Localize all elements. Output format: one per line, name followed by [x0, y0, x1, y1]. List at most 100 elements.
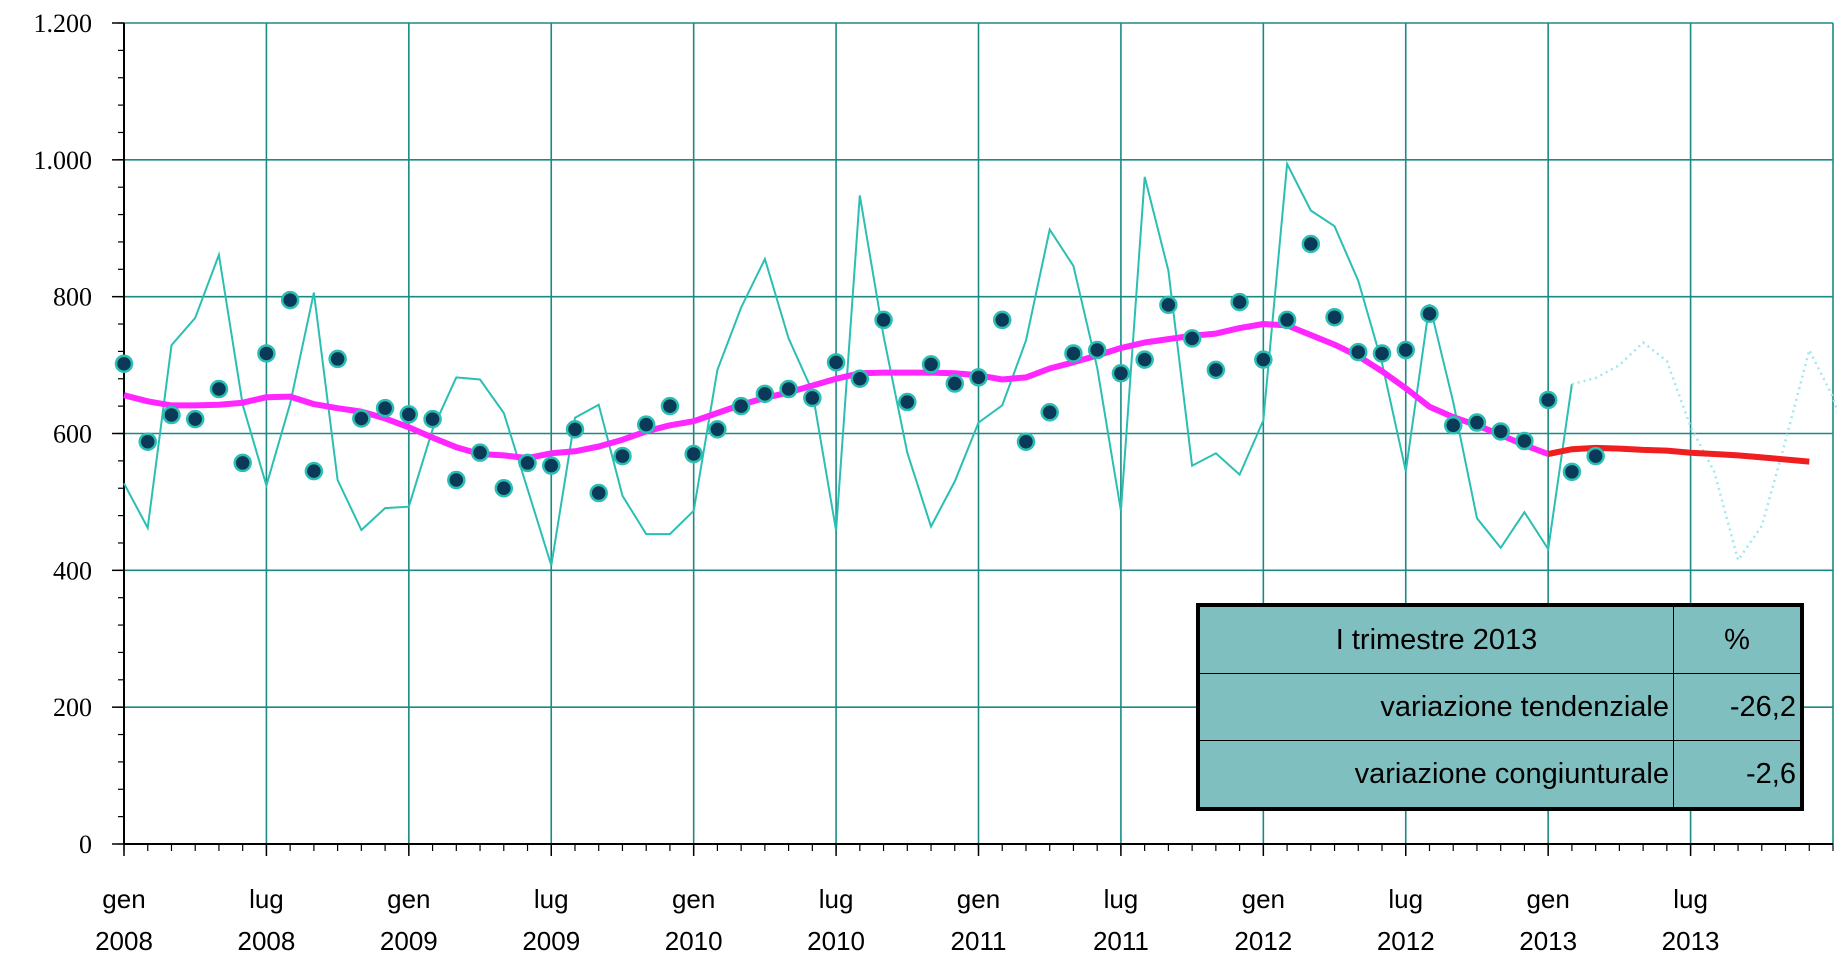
y-tick-label: 0	[79, 830, 92, 859]
seasonally-adjusted-point	[162, 405, 181, 425]
x-tick-label-year: 2009	[522, 926, 580, 956]
seasonally-adjusted-point	[1254, 350, 1273, 369]
tick-labels: 0 200 400 600 800 1.000 1.200 gen 2008 lug 2008 gen…	[34, 9, 1720, 956]
x-tick-label-month: gen	[387, 884, 430, 914]
stats-row-tendenziale: variazione tendenziale -26,2	[1197, 673, 1803, 741]
seasonally-adjusted-point	[1515, 431, 1534, 451]
seasonally-adjusted-point	[945, 374, 965, 393]
x-tick-label-month: lug	[1388, 884, 1423, 914]
raw-series-line	[123, 160, 1573, 566]
stats-header-row: I trimestre 2013 %	[1197, 604, 1803, 674]
seasonally-adjusted-point	[684, 444, 703, 464]
x-tick-label-month: lug	[819, 884, 854, 914]
seasonally-adjusted-point	[1301, 234, 1321, 254]
seasonally-adjusted-point	[779, 379, 798, 399]
seasonally-adjusted-point	[1206, 360, 1226, 380]
seasonally-adjusted-point	[898, 392, 917, 412]
x-tick-label-month: gen	[102, 884, 145, 914]
x-tick-label-year: 2010	[665, 926, 723, 956]
seasonally-adjusted-point	[1562, 462, 1582, 482]
seasonally-adjusted-point	[660, 396, 680, 416]
series-layer	[114, 160, 1837, 566]
seasonally-adjusted-point	[731, 396, 751, 416]
seasonally-adjusted-point	[328, 349, 347, 369]
seasonally-adjusted-point	[494, 478, 514, 498]
seasonally-adjusted-point	[708, 420, 727, 439]
seasonally-adjusted-point	[375, 398, 395, 418]
seasonally-adjusted-point	[969, 368, 988, 387]
seasonally-adjusted-point	[1443, 416, 1463, 435]
seasonally-adjusted-point	[447, 470, 466, 490]
x-tick-label-month: gen	[1242, 884, 1285, 914]
x-tick-label-month: lug	[1104, 884, 1139, 914]
seasonally-adjusted-point	[1230, 292, 1249, 312]
y-tick-label: 600	[53, 420, 92, 449]
x-tick-label-year: 2012	[1234, 926, 1292, 956]
x-tick-label-year: 2011	[951, 926, 1007, 956]
seasonally-adjusted-point	[874, 310, 893, 330]
seasonally-adjusted-point	[423, 409, 442, 429]
x-tick-label-month: lug	[534, 884, 569, 914]
seasonally-adjusted-point	[850, 369, 870, 389]
seasonally-adjusted-point	[138, 432, 157, 451]
seasonally-adjusted-point	[1111, 364, 1131, 383]
x-tick-label-year: 2008	[95, 926, 153, 956]
y-tick-label: 200	[53, 693, 92, 722]
seasonally-adjusted-point	[1538, 390, 1558, 410]
axes	[112, 22, 1834, 856]
seasonally-adjusted-point	[1349, 342, 1368, 362]
seasonally-adjusted-point	[636, 415, 656, 434]
seasonally-adjusted-point	[1491, 422, 1510, 441]
y-tick-label: 1.200	[34, 9, 93, 38]
y-tick-label: 400	[53, 556, 92, 585]
seasonally-adjusted-point	[470, 443, 490, 462]
stats-row-value: -2,6	[1673, 740, 1803, 810]
seasonally-adjusted-point	[542, 456, 561, 475]
seasonally-adjusted-point	[921, 355, 941, 374]
seasonally-adjusted-point	[185, 409, 205, 429]
y-tick-label: 1.000	[34, 146, 93, 175]
seasonally-adjusted-point	[1467, 413, 1487, 432]
x-tick-label-year: 2009	[380, 926, 438, 956]
seasonally-adjusted-point	[352, 409, 371, 428]
stats-row-label: variazione tendenziale	[1197, 673, 1674, 741]
seasonally-adjusted-point	[233, 453, 252, 473]
x-tick-label-month: gen	[672, 884, 715, 914]
y-tick-label: 800	[53, 283, 92, 312]
seasonally-adjusted-point	[589, 483, 608, 503]
seasonally-adjusted-point	[1087, 340, 1107, 360]
x-tick-label-year: 2010	[807, 926, 865, 956]
seasonally-adjusted-point	[1135, 350, 1154, 369]
seasonally-adjusted-point	[1159, 295, 1178, 315]
seasonally-adjusted-point	[280, 290, 300, 310]
seasonally-adjusted-point	[803, 388, 822, 408]
seasonally-adjusted-point	[257, 344, 276, 363]
seasonally-adjusted-point	[114, 354, 134, 373]
seasonally-adjusted-point	[613, 446, 632, 466]
grid	[123, 22, 1834, 844]
x-tick-label-year: 2012	[1377, 926, 1435, 956]
seasonally-adjusted-point	[826, 353, 846, 372]
x-tick-label-month: lug	[249, 884, 284, 914]
x-tick-label-year: 2013	[1662, 926, 1720, 956]
stats-row-label: variazione congiunturale	[1197, 740, 1674, 810]
seasonally-adjusted-point	[1325, 307, 1344, 327]
seasonally-adjusted-point	[992, 310, 1012, 330]
x-tick-label-month: lug	[1673, 884, 1708, 914]
seasonally-adjusted-point	[1396, 340, 1415, 360]
seasonally-adjusted-point	[518, 453, 537, 473]
seasonally-adjusted-point	[304, 461, 324, 481]
seasonally-adjusted-point	[1040, 403, 1059, 422]
stats-row-congiunturale: variazione congiunturale -2,6	[1197, 740, 1803, 810]
seasonally-adjusted-point	[1016, 432, 1036, 451]
stats-header-label: I trimestre 2013	[1197, 604, 1674, 674]
seasonally-adjusted-point	[1420, 304, 1439, 324]
seasonally-adjusted-point	[755, 384, 775, 404]
x-tick-label-month: gen	[1526, 884, 1569, 914]
stats-header-unit: %	[1673, 604, 1803, 674]
seasonally-adjusted-point	[209, 379, 229, 399]
x-tick-label-year: 2013	[1519, 926, 1577, 956]
x-tick-label-month: gen	[957, 884, 1000, 914]
stats-row-value: -26,2	[1673, 673, 1803, 741]
stats-table: I trimestre 2013 % variazione tendenzial…	[1196, 603, 1804, 811]
